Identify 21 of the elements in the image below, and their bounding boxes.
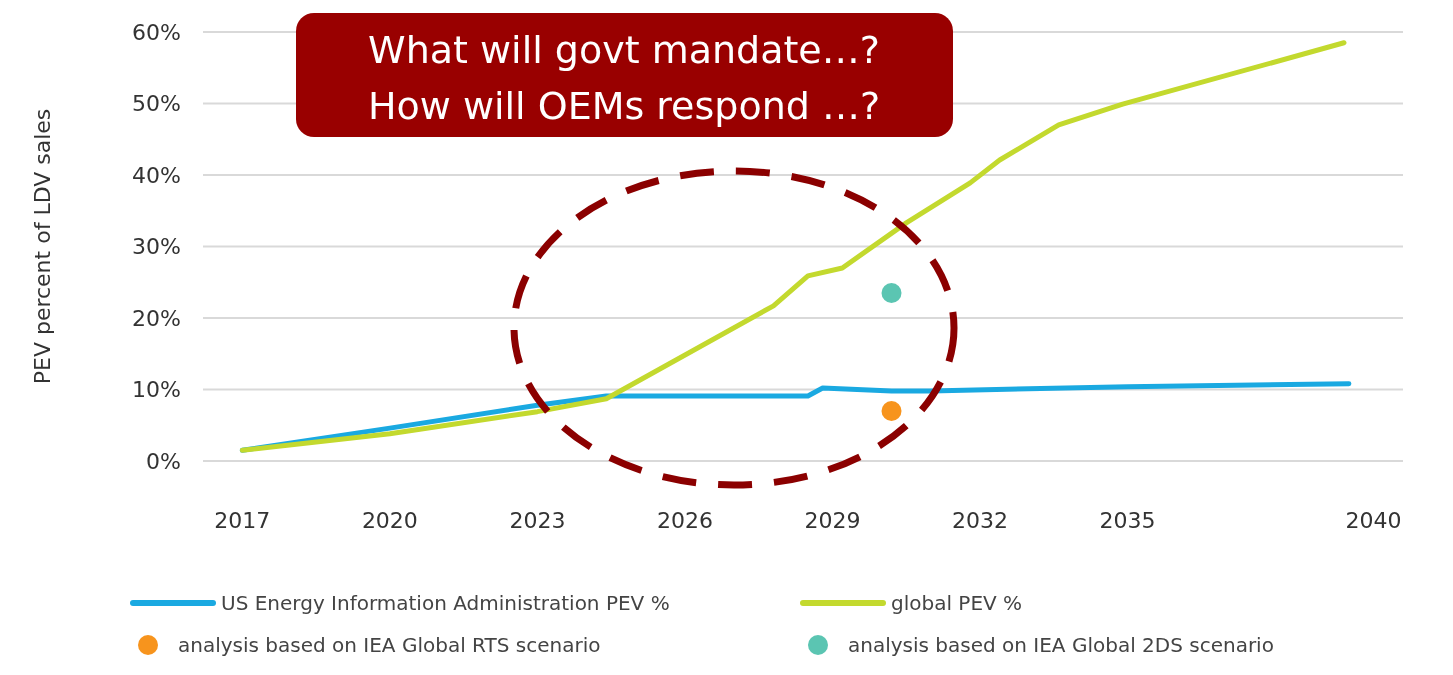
legend-label: US Energy Information Administration PEV % [221,591,670,615]
x-tick-label: 2029 [804,507,861,533]
x-tick-label: 2017 [214,507,271,533]
annotation: What will govt mandate…? How will OEMs respond …? [367,28,881,129]
y-tick-label: 20% [132,305,181,331]
x-tick-label: 2026 [656,507,713,533]
legend-label: global PEV % [891,591,1023,615]
y-tick-label: 60% [132,19,181,45]
y-tick-label: 0% [146,448,181,474]
x-tick-label: 2040 [1345,507,1402,533]
y-tick-label: 50% [132,91,181,117]
x-tick-label: 2020 [361,507,418,533]
y-axis-title: PEV percent of LDV sales [30,108,55,385]
legend-label: analysis based on IEA Global RTS scenario [178,633,601,657]
y-tick-label: 30% [132,234,181,260]
y-tick-label: 40% [132,162,181,188]
x-tick-label: 2023 [509,507,566,533]
y-tick-label: 10% [132,377,181,403]
x-tick-label: 2035 [1099,507,1156,533]
legend-label: analysis based on IEA Global 2DS scenario [848,633,1274,657]
x-tick-label: 2032 [952,507,1009,533]
